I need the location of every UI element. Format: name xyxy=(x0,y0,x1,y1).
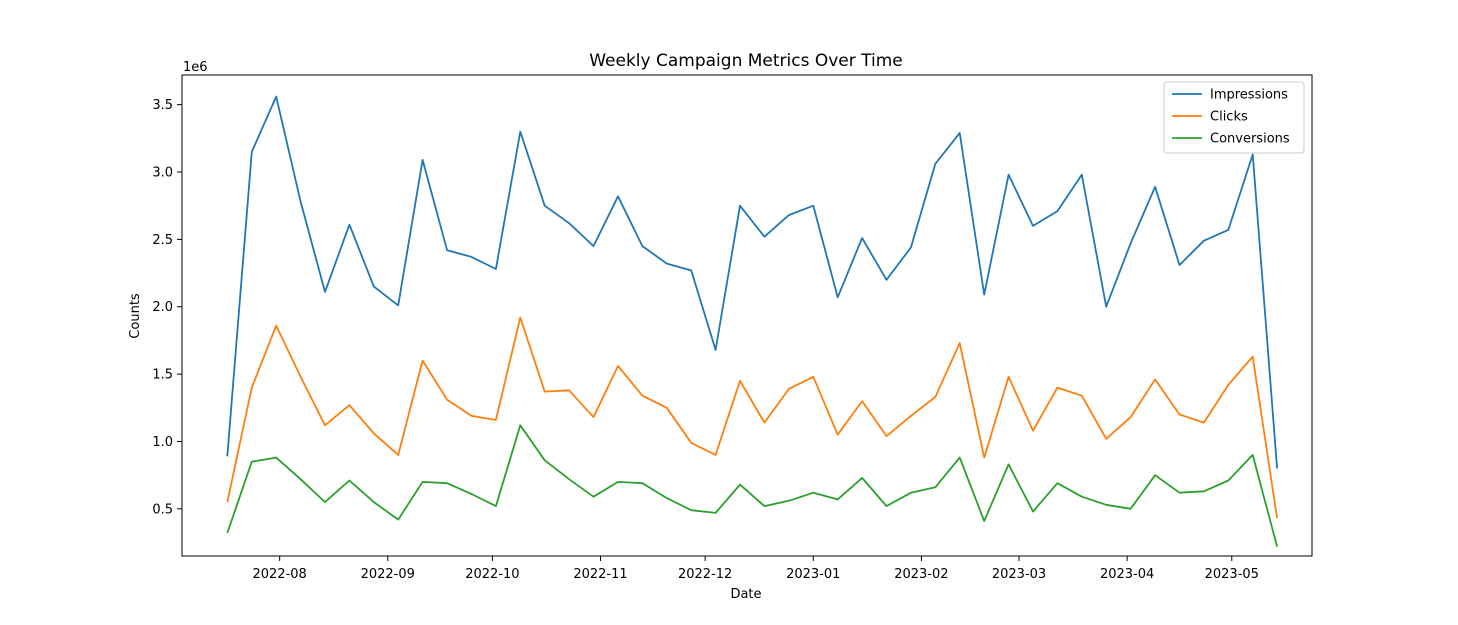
x-tick-label: 2023-02 xyxy=(894,567,948,582)
x-axis-title: Date xyxy=(730,587,761,602)
plot-area-frame xyxy=(181,74,1313,557)
y-tick-label: 0.5 xyxy=(152,502,173,517)
y-axis-ticks: 0.5 1.0 1.5 2.0 2.5 3.0 3.5 xyxy=(152,98,182,517)
x-tick-label: 2022-12 xyxy=(678,567,732,582)
series-line-impressions xyxy=(226,95,1278,469)
y-tick-label: 3.0 xyxy=(152,166,173,181)
y-tick-label: 1.0 xyxy=(152,435,173,450)
x-tick-label: 2023-05 xyxy=(1205,567,1259,582)
x-tick-label: 2022-08 xyxy=(252,567,306,582)
x-axis-ticks: 2022-08 2022-09 2022-10 2022-11 2022-12 2023-… xyxy=(252,556,1259,582)
series-line-clicks xyxy=(226,316,1278,519)
x-tick-label: 2023-03 xyxy=(992,567,1046,582)
x-tick-label: 2022-09 xyxy=(361,567,415,582)
x-tick-label: 2022-11 xyxy=(573,567,627,582)
x-tick-label: 2023-01 xyxy=(786,567,840,582)
legend-label: Conversions xyxy=(1210,132,1290,147)
series-layer xyxy=(226,95,1278,547)
legend-label: Impressions xyxy=(1210,88,1288,103)
y-tick-label: 2.0 xyxy=(152,300,173,315)
x-tick-label: 2022-10 xyxy=(465,567,519,582)
y-axis-title: Counts xyxy=(128,293,143,339)
series-line-conversions xyxy=(226,424,1278,547)
legend: Impressions Clicks Conversions xyxy=(1163,81,1305,154)
legend-label: Clicks xyxy=(1210,110,1248,125)
y-tick-label: 2.5 xyxy=(152,233,173,248)
y-offset-label: 1e6 xyxy=(183,60,208,75)
chart-title: Weekly Campaign Metrics Over Time xyxy=(589,51,903,71)
y-tick-label: 3.5 xyxy=(152,98,173,113)
legend-box xyxy=(1163,81,1305,154)
x-tick-label: 2023-04 xyxy=(1100,567,1154,582)
y-tick-label: 1.5 xyxy=(152,368,173,383)
